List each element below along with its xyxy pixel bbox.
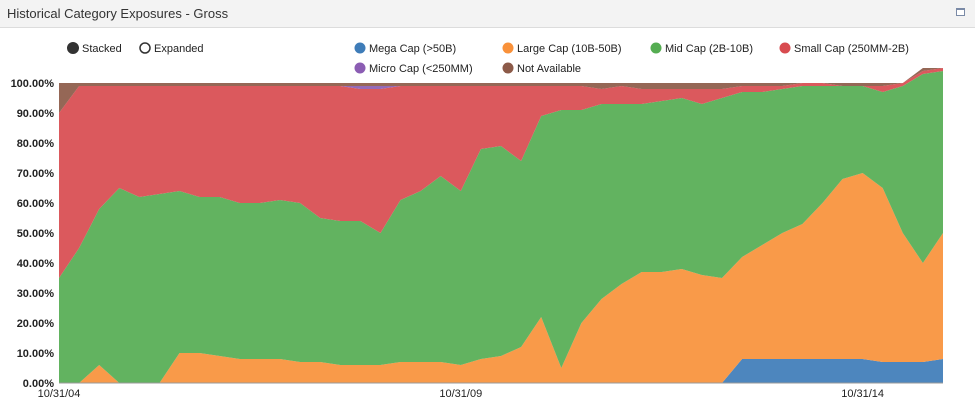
legend-swatch-mega-cap — [354, 42, 366, 54]
x-tick-label: 10/31/04 — [38, 388, 81, 400]
y-axis: 0.00% 10.00% 20.00% 30.00% 40.00% 50.00% 60.00… — [11, 78, 55, 390]
stacked-label: Stacked — [82, 43, 122, 55]
legend-label-large-cap: Large Cap (10B-50B) — [517, 43, 622, 55]
panel-header: Historical Category Exposures - Gross — [0, 0, 975, 28]
y-tick-label: 90.00% — [17, 108, 55, 120]
y-tick-label: 50.00% — [17, 228, 55, 240]
legend-item-small-cap[interactable]: Small Cap (250MM-2B) — [779, 42, 909, 56]
legend-item-mega-cap[interactable]: Mega Cap (>50B) — [354, 42, 457, 56]
x-tick-label: 10/31/09 — [439, 388, 482, 400]
stacked-radio-dot[interactable] — [67, 42, 79, 54]
legend-label-small-cap: Small Cap (250MM-2B) — [794, 43, 909, 55]
area-series-0[interactable] — [59, 359, 943, 383]
legend-label-not-available: Not Available — [517, 63, 581, 75]
x-tick-label: 10/31/14 — [841, 388, 884, 400]
legend-label-mid-cap: Mid Cap (2B-10B) — [665, 43, 753, 55]
legend-swatch-not-available — [502, 62, 514, 74]
y-tick-label: 100.00% — [11, 78, 55, 90]
legend-item-mid-cap[interactable]: Mid Cap (2B-10B) — [650, 42, 754, 56]
exposure-chart: Stacked Expanded Mega Cap (>50B) Large C… — [11, 42, 943, 400]
panel-title: Historical Category Exposures - Gross — [7, 6, 229, 21]
y-tick-label: 80.00% — [17, 138, 55, 150]
legend-swatch-micro-cap — [354, 62, 366, 74]
y-tick-label: 40.00% — [17, 258, 55, 270]
legend-item-not-available[interactable]: Not Available — [502, 62, 582, 76]
stacked-radio[interactable]: Stacked — [67, 42, 122, 56]
area-series-1[interactable] — [59, 173, 943, 383]
y-tick-label: 60.00% — [17, 198, 55, 210]
expanded-label: Expanded — [154, 43, 204, 55]
legend: Mega Cap (>50B) Large Cap (10B-50B) Mid … — [354, 42, 909, 76]
expanded-radio[interactable]: Expanded — [139, 42, 204, 55]
legend-swatch-small-cap — [779, 42, 791, 54]
x-axis: 10/31/04 10/31/09 10/31/14 — [38, 382, 943, 400]
mode-toggle: Stacked Expanded — [67, 42, 204, 56]
legend-item-micro-cap[interactable]: Micro Cap (<250MM) — [354, 62, 473, 76]
legend-item-large-cap[interactable]: Large Cap (10B-50B) — [502, 42, 622, 56]
area-series-3[interactable] — [59, 68, 943, 278]
expanded-radio-dot[interactable] — [139, 42, 151, 54]
legend-label-micro-cap: Micro Cap (<250MM) — [369, 63, 473, 75]
plot-area — [59, 68, 943, 383]
y-tick-label: 0.00% — [23, 378, 54, 390]
y-tick-label: 10.00% — [17, 348, 55, 360]
area-series-2[interactable] — [59, 71, 943, 383]
legend-label-mega-cap: Mega Cap (>50B) — [369, 43, 456, 55]
y-tick-label: 30.00% — [17, 288, 55, 300]
legend-swatch-large-cap — [502, 42, 514, 54]
maximize-icon[interactable] — [956, 8, 965, 16]
y-tick-label: 70.00% — [17, 168, 55, 180]
y-tick-label: 20.00% — [17, 318, 55, 330]
legend-swatch-mid-cap — [650, 42, 662, 54]
